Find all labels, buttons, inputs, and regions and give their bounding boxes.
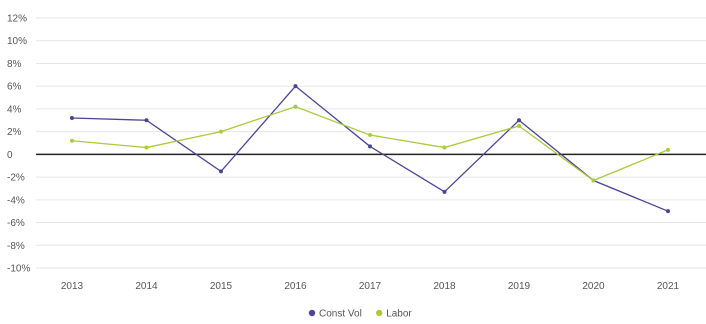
x-tick-label: 2015 xyxy=(210,281,233,292)
y-tick-label: -8% xyxy=(7,241,25,252)
data-point xyxy=(666,209,670,214)
data-point xyxy=(219,129,223,134)
legend-marker xyxy=(308,309,316,317)
data-point xyxy=(293,84,298,89)
data-point xyxy=(368,133,372,138)
data-point xyxy=(144,118,149,123)
y-axis-tick-labels: 12% 10% 8% 6% 4% 2% 0 -2% -4% -6% -8% -10% xyxy=(7,14,30,275)
x-tick-label: 2013 xyxy=(61,281,84,292)
x-tick-label: 2019 xyxy=(508,281,531,292)
x-tick-label: 2014 xyxy=(135,281,158,292)
series-line xyxy=(71,85,669,212)
legend-marker xyxy=(376,309,383,317)
data-point xyxy=(442,145,447,150)
y-tick-label: -2% xyxy=(7,173,25,184)
y-tick-label: 4% xyxy=(7,104,22,115)
legend-label: Labor xyxy=(386,309,412,320)
series-const-vol xyxy=(70,84,670,214)
series-labor xyxy=(70,104,670,183)
data-point xyxy=(293,104,298,109)
y-tick-label: 10% xyxy=(7,36,27,47)
data-point xyxy=(219,169,223,174)
data-point xyxy=(70,138,74,143)
x-tick-label: 2021 xyxy=(657,281,680,292)
data-point xyxy=(368,144,372,149)
data-point xyxy=(517,118,521,123)
legend: Const Vol Labor xyxy=(308,309,412,320)
x-tick-label: 2020 xyxy=(582,281,605,292)
data-point xyxy=(144,145,149,150)
x-tick-label: 2018 xyxy=(433,281,456,292)
data-point xyxy=(591,178,596,183)
y-tick-label: 0 xyxy=(7,150,13,161)
x-tick-label: 2017 xyxy=(359,281,382,292)
y-tick-label: -6% xyxy=(7,218,25,229)
y-tick-label: -10% xyxy=(7,264,30,275)
y-tick-label: -4% xyxy=(7,195,25,206)
legend-label: Const Vol xyxy=(319,309,362,320)
series-line xyxy=(71,105,669,182)
data-point xyxy=(442,189,447,194)
data-point xyxy=(517,123,521,128)
grid-lines xyxy=(36,17,706,269)
data-point xyxy=(666,147,670,152)
x-tick-label: 2016 xyxy=(284,281,307,292)
y-tick-label: 2% xyxy=(7,127,22,138)
data-point xyxy=(70,116,74,120)
y-tick-label: 6% xyxy=(7,82,22,93)
y-tick-label: 8% xyxy=(7,59,22,70)
y-tick-label: 12% xyxy=(7,14,27,25)
x-axis-tick-labels: 2013 2014 2015 2016 2017 2018 2019 2020 2021 xyxy=(61,281,680,292)
series-lines xyxy=(70,84,670,214)
